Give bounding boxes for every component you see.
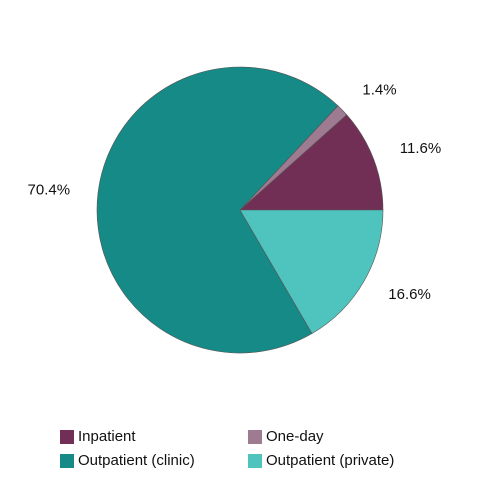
legend-label: Outpatient (private) [266,452,394,469]
pie-slice [239,114,384,211]
legend-swatch [60,454,74,468]
pie-slice [239,209,384,334]
data-label: 11.6% [400,140,441,157]
legend-swatch [60,430,74,444]
pie-slice [96,66,339,354]
legend-swatch [248,454,262,468]
data-label: 1.4% [362,82,396,99]
data-label: 70.4% [28,182,71,199]
legend-label: Outpatient (clinic) [78,452,195,469]
data-label: 16.6% [388,286,431,303]
legend-label: Inpatient [78,428,136,445]
legend-swatch [248,430,262,444]
legend-label: One-day [266,428,324,445]
